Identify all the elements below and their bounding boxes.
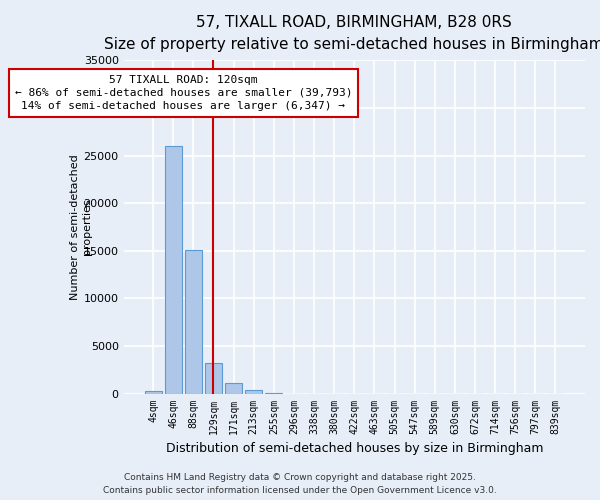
Bar [265, 393, 283, 394]
Bar [225, 383, 242, 394]
Bar [245, 390, 262, 394]
Title: 57, TIXALL ROAD, BIRMINGHAM, B28 0RS
Size of property relative to semi-detached : 57, TIXALL ROAD, BIRMINGHAM, B28 0RS Siz… [104, 15, 600, 52]
Bar [185, 250, 202, 394]
Text: 57 TIXALL ROAD: 120sqm
← 86% of semi-detached houses are smaller (39,793)
14% of: 57 TIXALL ROAD: 120sqm ← 86% of semi-det… [14, 74, 352, 111]
Text: Contains HM Land Registry data © Crown copyright and database right 2025.
Contai: Contains HM Land Registry data © Crown c… [103, 474, 497, 495]
Bar [164, 146, 182, 394]
X-axis label: Distribution of semi-detached houses by size in Birmingham: Distribution of semi-detached houses by … [166, 442, 543, 455]
Bar [205, 363, 222, 394]
Y-axis label: Number of semi-detached
properties: Number of semi-detached properties [70, 154, 92, 300]
Bar [145, 390, 161, 394]
